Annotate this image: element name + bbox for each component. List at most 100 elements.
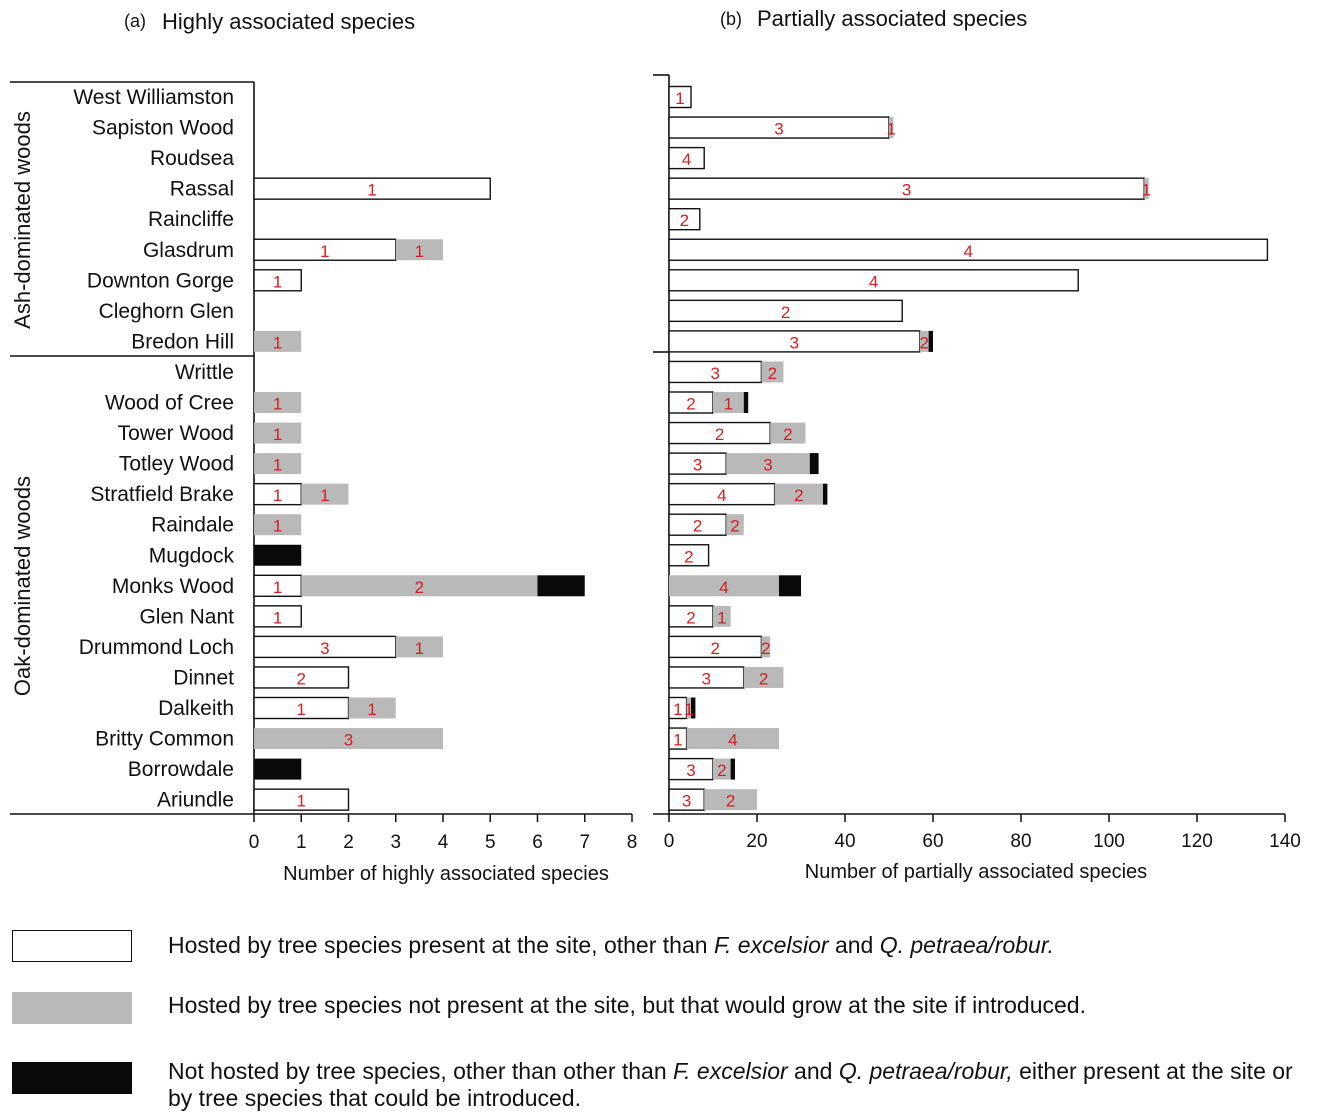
site-name-label: Raincliffe <box>148 208 234 231</box>
segment-count-label: 1 <box>273 608 282 627</box>
segment-count-label: 3 <box>693 456 702 475</box>
segment-count-label: 2 <box>680 211 689 230</box>
bar-segment-introducible <box>686 728 779 750</box>
x-tick-label: 5 <box>485 832 496 853</box>
segment-count-label: 1 <box>684 700 693 719</box>
panel-a-title: Highly associated species <box>162 9 415 34</box>
bar-segment-not-hosted <box>254 758 302 780</box>
panel-b: (b) Partially associated species 13 143 12… <box>653 6 1301 883</box>
segment-count-label: 4 <box>682 150 691 169</box>
x-tick-label: 1 <box>296 832 307 853</box>
site-name-label: Mugdock <box>149 544 235 567</box>
panel-b-x-axis-label: Number of partially associated species <box>805 861 1147 883</box>
site-name-label: Writtle <box>175 361 234 384</box>
bar-segment-not-hosted <box>743 392 749 413</box>
bar-segment-not-hosted <box>254 544 302 566</box>
panel-a-letter: (a) <box>124 11 146 31</box>
segment-count-label: 3 <box>902 181 911 200</box>
group-label-oak: Oak-dominated woods <box>10 476 35 696</box>
site-name-label: Stratfield Brake <box>90 483 234 506</box>
site-name-label: Raindale <box>151 514 234 537</box>
bar-segment-present <box>668 544 710 567</box>
x-tick-label: 120 <box>1181 831 1213 852</box>
legend-species-name: F. excelsior <box>713 932 829 958</box>
x-tick-label: 0 <box>249 832 260 853</box>
bar-segment-introducible <box>348 697 396 719</box>
bar-segment-introducible <box>713 605 731 627</box>
site-name-label: Glasdrum <box>143 239 234 262</box>
bar-segment-introducible <box>254 392 302 413</box>
legend-text-part: and <box>828 932 880 958</box>
x-tick-label: 80 <box>1010 831 1031 852</box>
legend-swatch-present <box>12 930 132 962</box>
site-name-labels: West Williamston Sapiston Wood Roudsea Rass… <box>73 86 234 812</box>
segment-count-label: 4 <box>728 731 737 750</box>
segment-count-label: 3 <box>710 364 719 383</box>
segment-count-label: 1 <box>415 639 424 658</box>
bar-segment-not-hosted <box>691 697 696 719</box>
segment-count-label: 3 <box>320 639 329 658</box>
segment-count-label: 1 <box>273 395 282 414</box>
segment-count-label: 1 <box>724 395 733 414</box>
segment-count-label: 1 <box>1142 181 1151 200</box>
segment-count-label: 2 <box>693 517 702 536</box>
segment-count-label: 3 <box>686 761 695 780</box>
bar-segment-introducible <box>686 697 691 719</box>
x-tick-label: 3 <box>390 832 401 853</box>
bar-segment-introducible <box>761 361 784 383</box>
x-tick-label: 6 <box>532 832 543 853</box>
segment-count-label: 2 <box>768 364 777 383</box>
x-tick-label: 2 <box>343 832 354 853</box>
bar-segment-not-hosted <box>779 575 801 597</box>
x-tick-label: 7 <box>579 832 590 853</box>
legend-swatch-not-hosted <box>12 1062 132 1094</box>
segment-count-label: 3 <box>702 669 711 688</box>
segment-count-label: 1 <box>273 517 282 536</box>
legend-text-not-hosted: Not hosted by tree species, other than o… <box>168 1058 1308 1112</box>
panel-a: (a) Highly associated species Ash-domina… <box>10 9 637 885</box>
site-name-label: Bredon Hill <box>131 330 234 353</box>
segment-count-label: 3 <box>790 333 799 352</box>
legend-swatch-introducible <box>12 992 132 1024</box>
bar-segment-introducible <box>1144 178 1149 200</box>
bar-segment-introducible <box>713 392 744 413</box>
bar-segment-introducible <box>254 330 302 352</box>
site-name-label: Downton Gorge <box>87 269 234 292</box>
bar-segment-introducible <box>254 422 302 444</box>
bar-segment-introducible <box>726 514 744 536</box>
site-name-label: Rassal <box>170 178 234 201</box>
segment-count-label: 1 <box>273 272 282 291</box>
bar-segment-introducible <box>726 453 810 475</box>
legend-species-name: F. excelsior <box>673 1058 788 1084</box>
bar-segment-present <box>253 788 350 811</box>
legend-species-name: Q. petraea/robur, <box>838 1058 1013 1084</box>
bar-segment-introducible <box>761 636 771 658</box>
segment-count-label: 1 <box>673 700 682 719</box>
site-name-label: Dinnet <box>173 666 234 689</box>
legend-text-part: Hosted by tree species not present at th… <box>168 992 1086 1018</box>
bar-segment-present <box>253 666 350 689</box>
segment-count-label: 1 <box>320 486 329 505</box>
group-label-ash: Ash-dominated woods <box>10 111 35 329</box>
segment-count-label: 3 <box>682 792 691 811</box>
segment-count-label: 4 <box>963 242 972 261</box>
segment-count-label: 1 <box>273 486 282 505</box>
bar-segment-introducible <box>704 789 757 811</box>
segment-count-label: 1 <box>886 120 895 139</box>
site-name-label: Sapiston Wood <box>92 117 234 140</box>
bar-segment-introducible <box>254 728 443 750</box>
segment-count-label: 2 <box>686 395 695 414</box>
bar-segment-introducible <box>713 758 731 780</box>
segment-count-label: 2 <box>761 639 770 658</box>
bar-segment-not-hosted <box>928 330 933 352</box>
bar-segment-introducible <box>254 453 302 475</box>
segment-count-label: 2 <box>684 547 693 566</box>
site-name-label: Wood of Cree <box>105 392 234 415</box>
segment-count-label: 1 <box>273 425 282 444</box>
segment-count-label: 1 <box>273 333 282 352</box>
site-name-label: Borrowdale <box>128 758 234 781</box>
bar-segment-present <box>668 85 692 109</box>
segment-count-label: 2 <box>794 486 803 505</box>
x-tick-label: 20 <box>746 831 767 852</box>
